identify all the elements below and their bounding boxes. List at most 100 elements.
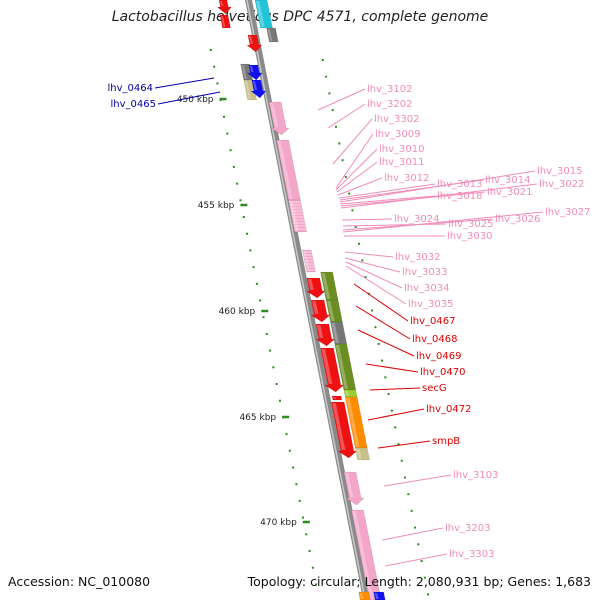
label-lhv-0464[interactable]: lhv_0464 xyxy=(108,77,215,94)
gene-red-2-shape[interactable] xyxy=(310,299,331,323)
gene-red-3[interactable] xyxy=(314,323,336,347)
label-lhv-3012[interactable]: lhv_3012 xyxy=(337,173,429,196)
label-lhv-3102[interactable]: lhv_3102 xyxy=(317,84,412,111)
gene-cyan-top[interactable] xyxy=(254,0,273,29)
gene-khaki-mid-shape[interactable] xyxy=(354,447,370,461)
gene-pink-1-shape[interactable] xyxy=(268,101,290,136)
label-lhv-3030[interactable]: lhv_3030 xyxy=(344,231,492,242)
gene-red-4-highlight xyxy=(321,349,333,384)
label-lhv-3103[interactable]: lhv_3103 xyxy=(383,470,498,487)
gene-blue-left-2-shape[interactable] xyxy=(250,79,267,99)
label-lhv-3032-leader xyxy=(344,251,394,258)
gene-red-5-shape[interactable] xyxy=(331,395,343,401)
gene-orange-bottom-shape[interactable] xyxy=(358,591,371,600)
gene-red-3-shape[interactable] xyxy=(314,323,336,347)
label-lhv-3033[interactable]: lhv_3033 xyxy=(344,257,447,278)
label-lhv-3035[interactable]: lhv_3035 xyxy=(345,265,453,310)
label-lhv-3302[interactable]: lhv_3302 xyxy=(332,114,419,165)
gene-gray-mid[interactable] xyxy=(330,321,348,345)
label-lhv-3303-leader xyxy=(384,553,448,567)
gene-blue-left-2[interactable] xyxy=(250,79,267,99)
label-lhv-0470-text: lhv_0470 xyxy=(420,367,465,378)
gene-red-5[interactable] xyxy=(331,395,343,401)
label-lhv-3034[interactable]: lhv_3034 xyxy=(345,261,449,294)
gene-pink-lower-2-shape[interactable] xyxy=(351,509,382,600)
gene-red-1[interactable] xyxy=(305,277,327,299)
scale-label: 465 kbp xyxy=(239,413,276,423)
label-lhv-0469[interactable]: lhv_0469 xyxy=(357,329,461,362)
gene-red-top-2-shape[interactable] xyxy=(219,14,231,29)
label-lhv-3022[interactable]: lhv_3022 xyxy=(340,179,584,209)
label-lhv-3202[interactable]: lhv_3202 xyxy=(327,99,412,129)
label-lhv-3011[interactable]: lhv_3011 xyxy=(336,157,424,193)
label-smpB[interactable]: smpB xyxy=(377,436,460,449)
label-lhv-3024[interactable]: lhv_3024 xyxy=(341,214,439,225)
label-lhv-3010-leader xyxy=(335,148,378,191)
gene-red-1-highlight xyxy=(307,279,314,290)
gene-pink-1-highlight xyxy=(270,103,279,127)
gene-red-top-3[interactable] xyxy=(245,34,263,53)
gene-pink-small[interactable] xyxy=(301,249,316,273)
label-lhv-3303[interactable]: lhv_3303 xyxy=(384,549,494,567)
label-lhv-3035-leader xyxy=(345,265,407,305)
gene-olive-2[interactable] xyxy=(325,299,343,323)
gene-gray-top[interactable] xyxy=(266,27,279,43)
label-lhv-3032[interactable]: lhv_3032 xyxy=(344,251,440,263)
label-lhv-3203-text: lhv_3203 xyxy=(445,523,490,534)
gene-blue-left-shape[interactable] xyxy=(246,64,264,81)
gene-red-top[interactable] xyxy=(216,0,233,15)
gene-red-top-shape[interactable] xyxy=(216,0,233,15)
accession-label: Accession: NC_010080 xyxy=(8,574,151,589)
gene-red-2[interactable] xyxy=(310,299,331,323)
label-lhv-3009[interactable]: lhv_3009 xyxy=(335,129,420,189)
label-lhv-3027[interactable]: lhv_3027 xyxy=(342,207,590,233)
label-secG[interactable]: secG xyxy=(369,383,447,394)
gene-blue-left[interactable] xyxy=(246,64,264,81)
gene-red-4-shape[interactable] xyxy=(320,347,345,393)
gene-pink-lower-2[interactable] xyxy=(351,509,382,600)
label-smpB-leader xyxy=(377,440,431,449)
label-secG-text: secG xyxy=(422,383,447,394)
label-lhv-3011-text: lhv_3011 xyxy=(379,157,424,168)
label-lhv-0467[interactable]: lhv_0467 xyxy=(353,283,455,327)
gene-olive-2-highlight xyxy=(327,301,335,321)
genome-backbone-highlight xyxy=(246,0,366,600)
gene-orange-bottom[interactable] xyxy=(358,591,371,600)
gene-red-6[interactable] xyxy=(330,401,358,459)
label-lhv-3013[interactable]: lhv_3013 xyxy=(338,179,482,199)
label-lhv-3012-text: lhv_3012 xyxy=(384,173,429,184)
label-lhv-0472[interactable]: lhv_0472 xyxy=(367,404,471,421)
label-lhv-3014-text: lhv_3014 xyxy=(485,175,530,186)
gene-red-1-shape[interactable] xyxy=(305,277,327,299)
gene-blue-bottom[interactable] xyxy=(373,591,386,600)
label-lhv-3202-text: lhv_3202 xyxy=(367,99,412,110)
gene-gray-top-shape[interactable] xyxy=(266,27,279,43)
label-lhv-3203[interactable]: lhv_3203 xyxy=(381,523,490,541)
label-lhv-3018[interactable]: lhv_3018 xyxy=(339,191,482,205)
label-lhv-3103-leader xyxy=(383,474,452,487)
gene-olive-1[interactable] xyxy=(320,271,339,301)
gene-red-6-shape[interactable] xyxy=(330,401,358,459)
gene-gray-mid-highlight xyxy=(331,323,339,343)
label-lhv-3034-text: lhv_3034 xyxy=(404,283,449,294)
gene-pink-lower-1-shape[interactable] xyxy=(343,471,365,506)
gene-khaki-mid[interactable] xyxy=(354,447,370,461)
gene-lime[interactable] xyxy=(343,389,358,398)
label-lhv-0470[interactable]: lhv_0470 xyxy=(365,363,465,378)
label-lhv-3025[interactable]: lhv_3025 xyxy=(342,219,493,230)
gene-red-top-2[interactable] xyxy=(219,14,231,29)
gene-blue-bottom-shape[interactable] xyxy=(373,591,386,600)
label-lhv-0468[interactable]: lhv_0468 xyxy=(355,305,457,345)
gene-red-4[interactable] xyxy=(320,347,345,393)
gene-red-top-3-shape[interactable] xyxy=(245,34,263,53)
gene-pink-1[interactable] xyxy=(268,101,290,136)
label-lhv-0468-text: lhv_0468 xyxy=(412,334,457,345)
gene-pink-striped[interactable] xyxy=(288,199,308,233)
gene-pink-lower-1[interactable] xyxy=(343,471,365,506)
label-lhv-3010[interactable]: lhv_3010 xyxy=(335,144,424,191)
label-lhv-3013-text: lhv_3013 xyxy=(437,179,482,190)
label-lhv-0465[interactable]: lhv_0465 xyxy=(111,91,221,110)
label-lhv-3015[interactable]: lhv_3015 xyxy=(339,166,582,203)
label-lhv-3102-leader xyxy=(317,88,366,111)
